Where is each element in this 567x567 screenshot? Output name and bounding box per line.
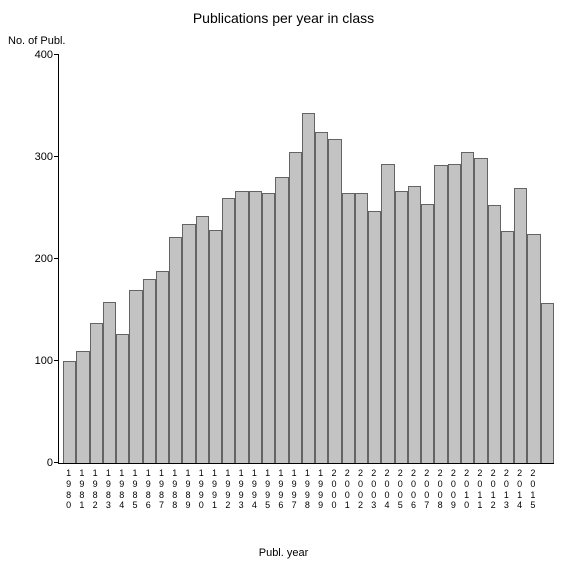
y-tick-mark <box>54 360 59 361</box>
bar <box>143 279 156 463</box>
bar <box>395 191 408 463</box>
bar <box>90 323 103 463</box>
x-axis-label: Publ. year <box>0 547 567 559</box>
bar <box>103 302 116 463</box>
x-tick-label: 1990 <box>195 468 208 511</box>
bar <box>289 152 302 463</box>
x-tick-label: 2007 <box>420 468 433 511</box>
bar <box>408 186 421 463</box>
bar <box>129 290 142 463</box>
x-tick-label: 1980 <box>62 468 75 511</box>
bar <box>448 164 461 463</box>
y-tick-mark <box>54 156 59 157</box>
y-tick-label: 200 <box>13 253 59 265</box>
bar <box>368 211 381 463</box>
x-tick-label: 2004 <box>380 468 393 511</box>
plot-area: 0100200300400 <box>58 55 554 464</box>
y-tick-label: 400 <box>13 49 59 61</box>
x-tick-label: 2015 <box>526 468 539 511</box>
chart-container: Publications per year in class No. of Pu… <box>0 0 567 567</box>
bar <box>421 204 434 463</box>
chart-title: Publications per year in class <box>0 10 567 26</box>
x-tick-label: 1989 <box>181 468 194 511</box>
x-tick-label: 1999 <box>314 468 327 511</box>
x-tick-label: 2011 <box>473 468 486 511</box>
x-tick-label: 2000 <box>327 468 340 511</box>
bar <box>116 334 129 463</box>
y-tick-label: 0 <box>13 457 59 469</box>
bar <box>235 191 248 463</box>
x-tick-label: 1982 <box>89 468 102 511</box>
x-tick-label: 2014 <box>513 468 526 511</box>
x-tick-label: 2009 <box>447 468 460 511</box>
bar <box>63 361 76 463</box>
bar <box>182 224 195 463</box>
bar <box>355 193 368 463</box>
x-ticks-group: 1980198119821983198419851986198719881989… <box>58 468 553 511</box>
bar <box>222 198 235 463</box>
bar <box>501 231 514 463</box>
x-tick-label: 1997 <box>288 468 301 511</box>
x-tick-label: 1988 <box>168 468 181 511</box>
x-tick-label: 2013 <box>500 468 513 511</box>
x-tick-label: 1991 <box>208 468 221 511</box>
x-tick-label: 2003 <box>367 468 380 511</box>
bar <box>514 188 527 463</box>
bar <box>156 271 169 463</box>
x-tick-label: 1981 <box>75 468 88 511</box>
x-tick-label: 1995 <box>261 468 274 511</box>
x-tick-label <box>540 468 553 511</box>
bar <box>488 205 501 463</box>
bar <box>541 303 554 463</box>
bar <box>461 152 474 463</box>
x-tick-label: 2001 <box>341 468 354 511</box>
x-tick-label: 1985 <box>128 468 141 511</box>
x-tick-label: 2008 <box>433 468 446 511</box>
bar <box>275 177 288 463</box>
x-tick-label: 1987 <box>155 468 168 511</box>
bar <box>315 132 328 464</box>
x-tick-label: 2005 <box>394 468 407 511</box>
x-tick-label: 2006 <box>407 468 420 511</box>
bar <box>76 351 89 463</box>
bar <box>527 234 540 464</box>
bars-group <box>59 55 554 463</box>
x-tick-label: 1998 <box>301 468 314 511</box>
x-tick-label: 1984 <box>115 468 128 511</box>
y-axis-label: No. of Publ. <box>8 35 65 47</box>
bar <box>342 193 355 463</box>
x-tick-label: 2002 <box>354 468 367 511</box>
bar <box>262 193 275 463</box>
y-tick-mark <box>54 462 59 463</box>
x-tick-label: 2010 <box>460 468 473 511</box>
x-tick-label: 1996 <box>274 468 287 511</box>
x-tick-label: 1983 <box>102 468 115 511</box>
y-tick-label: 300 <box>13 151 59 163</box>
bar <box>381 164 394 463</box>
x-tick-label: 1992 <box>221 468 234 511</box>
y-tick-label: 100 <box>13 355 59 367</box>
bar <box>302 113 315 463</box>
y-tick-mark <box>54 258 59 259</box>
bar <box>328 139 341 463</box>
x-tick-label: 1993 <box>234 468 247 511</box>
bar <box>474 158 487 463</box>
x-tick-label: 1994 <box>248 468 261 511</box>
bar <box>209 230 222 463</box>
x-tick-label: 2012 <box>487 468 500 511</box>
bar <box>169 237 182 463</box>
bar <box>249 191 262 463</box>
x-tick-label: 1986 <box>142 468 155 511</box>
y-tick-mark <box>54 54 59 55</box>
bar <box>196 216 209 463</box>
bar <box>434 165 447 463</box>
